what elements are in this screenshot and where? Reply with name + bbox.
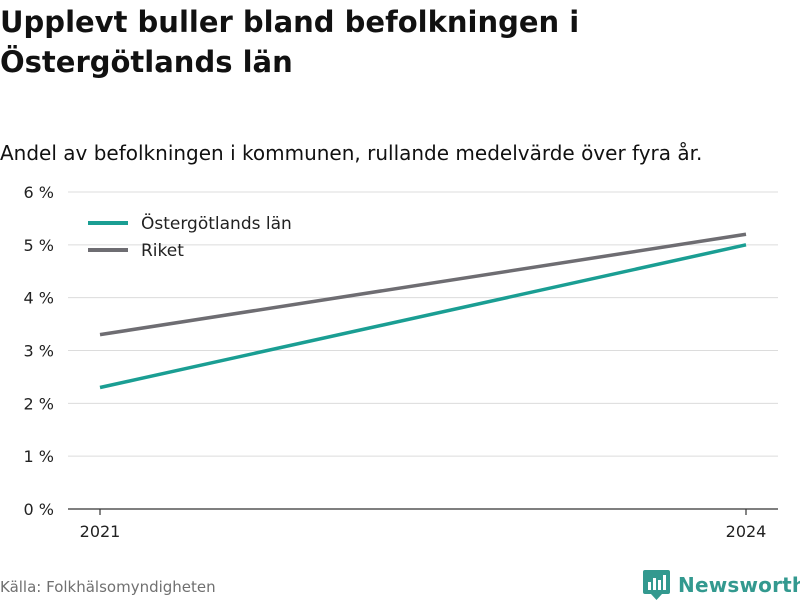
newsworthy-logo-icon <box>643 570 670 600</box>
legend-label: Riket <box>141 241 184 261</box>
y-tick-label: 2 % <box>24 394 54 413</box>
brand-name: Newsworthy <box>678 573 800 597</box>
brand-logo: Newsworthy <box>643 568 800 600</box>
series-line <box>99 232 747 337</box>
chart-subtitle: Andel av befolkningen i kommunen, rullan… <box>0 141 703 165</box>
y-tick-label: 3 % <box>24 342 54 361</box>
y-tick-label: 5 % <box>24 236 54 255</box>
y-tick-label: 4 % <box>24 289 54 308</box>
x-tick-label: 2021 <box>80 522 121 541</box>
y-tick-label: 1 % <box>24 447 54 466</box>
y-tick-label: 6 % <box>24 183 54 202</box>
x-tick-label: 2024 <box>726 522 767 541</box>
legend-label: Östergötlands län <box>141 212 292 234</box>
chart-title: Upplevt buller bland befolkningen i Öste… <box>0 5 580 79</box>
source-note: Källa: Folkhälsomyndigheten <box>0 578 216 596</box>
series-line <box>99 243 747 390</box>
y-tick-label: 0 % <box>24 500 54 519</box>
